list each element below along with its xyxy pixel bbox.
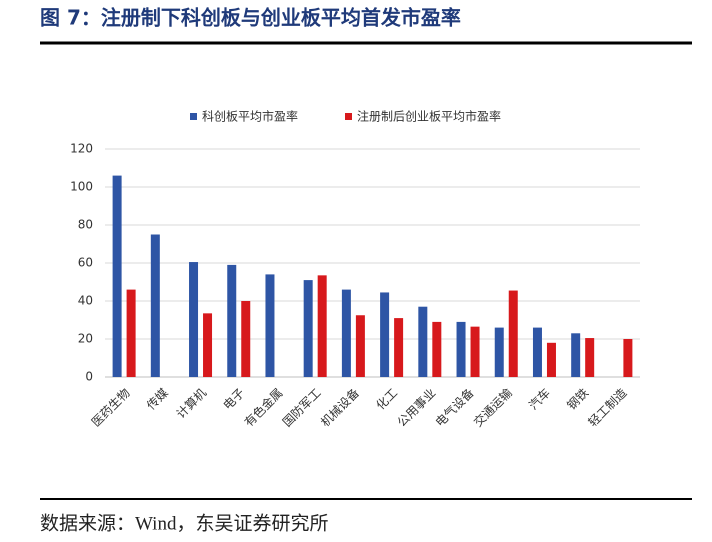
x-tick-label: 国防军工 (279, 385, 324, 430)
bar (456, 321, 466, 377)
x-tick-label: 交通运输 (470, 385, 515, 430)
y-tick-label: 80 (78, 218, 93, 232)
x-tick-label: 机械设备 (317, 385, 362, 430)
legend-swatch (190, 113, 197, 120)
x-tick-label: 传媒 (143, 385, 171, 413)
source-note: 数据来源：Wind，东吴证券研究所 (40, 512, 328, 534)
bar (585, 338, 595, 377)
x-tick-label: 轻工制造 (586, 386, 630, 430)
x-tick-label: 化工 (373, 386, 400, 413)
bar (126, 289, 136, 377)
x-tick-label: 电气设备 (432, 385, 477, 430)
bar (317, 275, 327, 377)
x-tick-label: 汽车 (525, 385, 553, 413)
bar (418, 306, 428, 377)
bar (150, 234, 160, 377)
y-tick-label: 120 (70, 142, 93, 156)
bar (265, 274, 275, 377)
bar (341, 289, 351, 377)
y-tick-label: 20 (78, 332, 93, 346)
legend-swatch (345, 113, 352, 120)
bar (380, 292, 390, 377)
bar (241, 301, 251, 377)
legend-label: 科创板平均市盈率 (202, 109, 298, 124)
y-tick-label: 60 (78, 256, 93, 270)
figure-title: 图 7：注册制下科创板与创业板平均首发市盈率 (40, 6, 461, 30)
bar (571, 333, 581, 377)
bar (470, 326, 480, 377)
y-tick-label: 0 (85, 370, 93, 384)
x-tick-label: 医药生物 (89, 386, 133, 430)
legend-label: 注册制后创业板平均市盈率 (357, 109, 501, 124)
bar (532, 327, 542, 377)
y-tick-label: 40 (78, 294, 93, 308)
bar (432, 321, 442, 377)
bar (494, 327, 504, 377)
bar (355, 315, 365, 377)
bar (394, 318, 404, 377)
bar (189, 262, 199, 377)
bar (508, 290, 518, 377)
x-tick-label: 公用事业 (395, 386, 439, 430)
bar (546, 342, 556, 377)
bar (303, 280, 313, 377)
bar (227, 264, 237, 377)
y-tick-label: 100 (70, 180, 93, 194)
bar (623, 339, 633, 377)
x-tick-label: 电子 (220, 386, 247, 413)
bar (112, 175, 122, 377)
bar (203, 313, 213, 377)
x-tick-label: 钢铁 (564, 386, 591, 413)
x-tick-label: 计算机 (173, 385, 209, 421)
x-tick-label: 有色金属 (241, 385, 286, 430)
